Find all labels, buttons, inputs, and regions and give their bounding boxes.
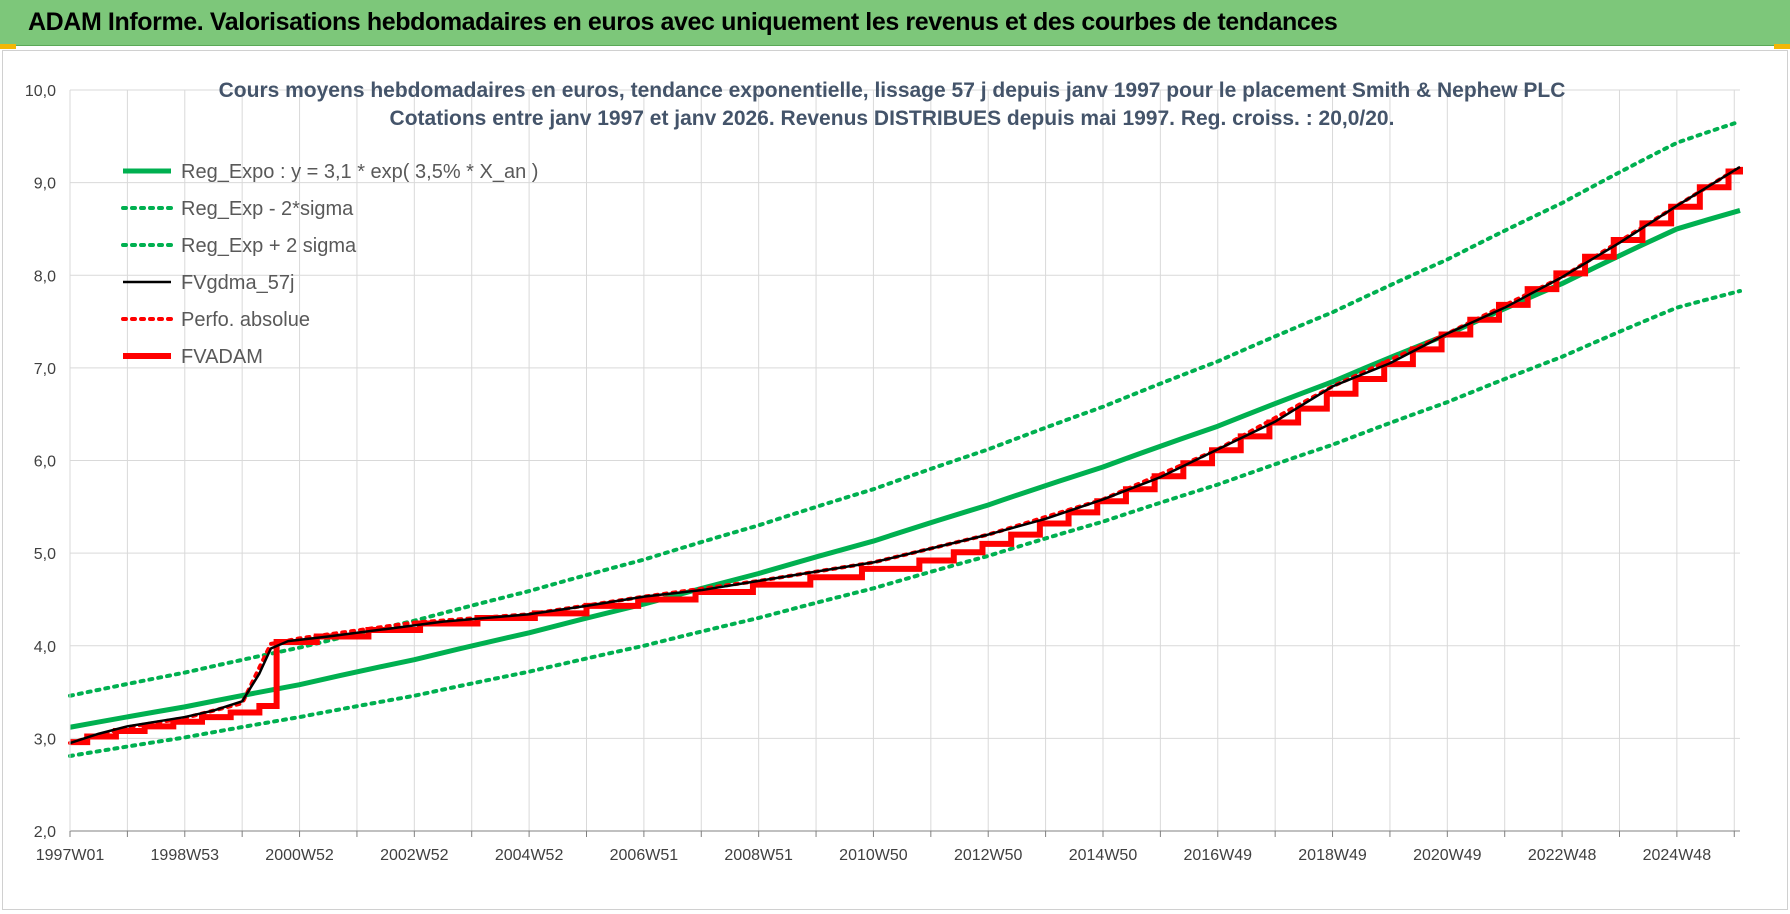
x-tick-label: 1998W53	[151, 847, 220, 864]
chart-legend: Reg_Expo : y = 3,1 * exp( 3,5% * X_an ) R…	[121, 161, 538, 368]
y-tick-label: 2,0	[34, 824, 56, 841]
y-tick-label: 6,0	[34, 454, 56, 471]
y-tick-label: 3,0	[34, 731, 56, 748]
y-tick-label: 4,0	[34, 639, 56, 656]
x-tick-label: 2018W49	[1298, 847, 1367, 864]
series-fvgdma-57j-line	[69, 165, 1741, 745]
axis-layer: 2,0 3,0 4,0 5,0 6,0 7,0 8,0 9,0 10,0 1997W01 1998W…	[25, 83, 1740, 864]
x-tick-label: 2010W50	[839, 847, 908, 864]
y-tick-label: 7,0	[34, 361, 56, 378]
legend-label: FVADAM	[181, 346, 263, 368]
legend-label: Perfo. absolue	[181, 309, 310, 331]
series-reg-exp-2-sigma-line	[68, 119, 1742, 698]
y-tick-label: 8,0	[34, 268, 56, 285]
chart-subtitle: Cotations entre janv 1997 et janv 2026. …	[390, 107, 1395, 130]
y-tick-label: 10,0	[25, 83, 56, 100]
x-tick-label: 2024W48	[1643, 847, 1712, 864]
x-tick-label: 2008W51	[724, 847, 793, 864]
legend-label: FVgdma_57j	[181, 272, 294, 294]
x-tick-label: 2006W51	[610, 847, 679, 864]
x-tick-label: 1997W01	[36, 847, 105, 864]
series-reg-exp-2-sigma-line	[68, 288, 1742, 758]
series-reg-expo-y-3-1-exp-3-5-x-an-line	[69, 208, 1741, 730]
legend-label: Reg_Exp + 2 sigma	[181, 235, 357, 257]
grid-layer	[69, 89, 1740, 832]
x-tick-label: 2014W50	[1069, 847, 1138, 864]
corner-marker	[1774, 44, 1790, 49]
x-tick-label: 2002W52	[380, 847, 449, 864]
y-tick-label: 5,0	[34, 546, 56, 563]
header-banner: ADAM Informe. Valorisations hebdomadaire…	[0, 0, 1790, 46]
x-tick-label: 2004W52	[495, 847, 564, 864]
legend-label: Reg_Expo : y = 3,1 * exp( 3,5% * X_an )	[181, 161, 538, 183]
legend-label: Reg_Exp - 2*sigma	[181, 198, 354, 220]
x-tick-label: 2020W49	[1413, 847, 1482, 864]
chart-area: 2,0 3,0 4,0 5,0 6,0 7,0 8,0 9,0 10,0 1997W01 1998W…	[2, 50, 1788, 910]
series-layer	[68, 119, 1743, 758]
x-tick-label: 2022W48	[1528, 847, 1597, 864]
x-tick-label: 2000W52	[265, 847, 334, 864]
y-tick-label: 9,0	[34, 176, 56, 193]
page-title: ADAM Informe. Valorisations hebdomadaire…	[28, 8, 1338, 36]
chart-title: Cours moyens hebdomadaires en euros, ten…	[219, 79, 1566, 102]
chart-svg: 2,0 3,0 4,0 5,0 6,0 7,0 8,0 9,0 10,0 1997W01 1998W…	[25, 79, 1743, 864]
corner-marker	[0, 44, 16, 49]
x-tick-label: 2012W50	[954, 847, 1023, 864]
x-tick-label: 2016W49	[1184, 847, 1253, 864]
